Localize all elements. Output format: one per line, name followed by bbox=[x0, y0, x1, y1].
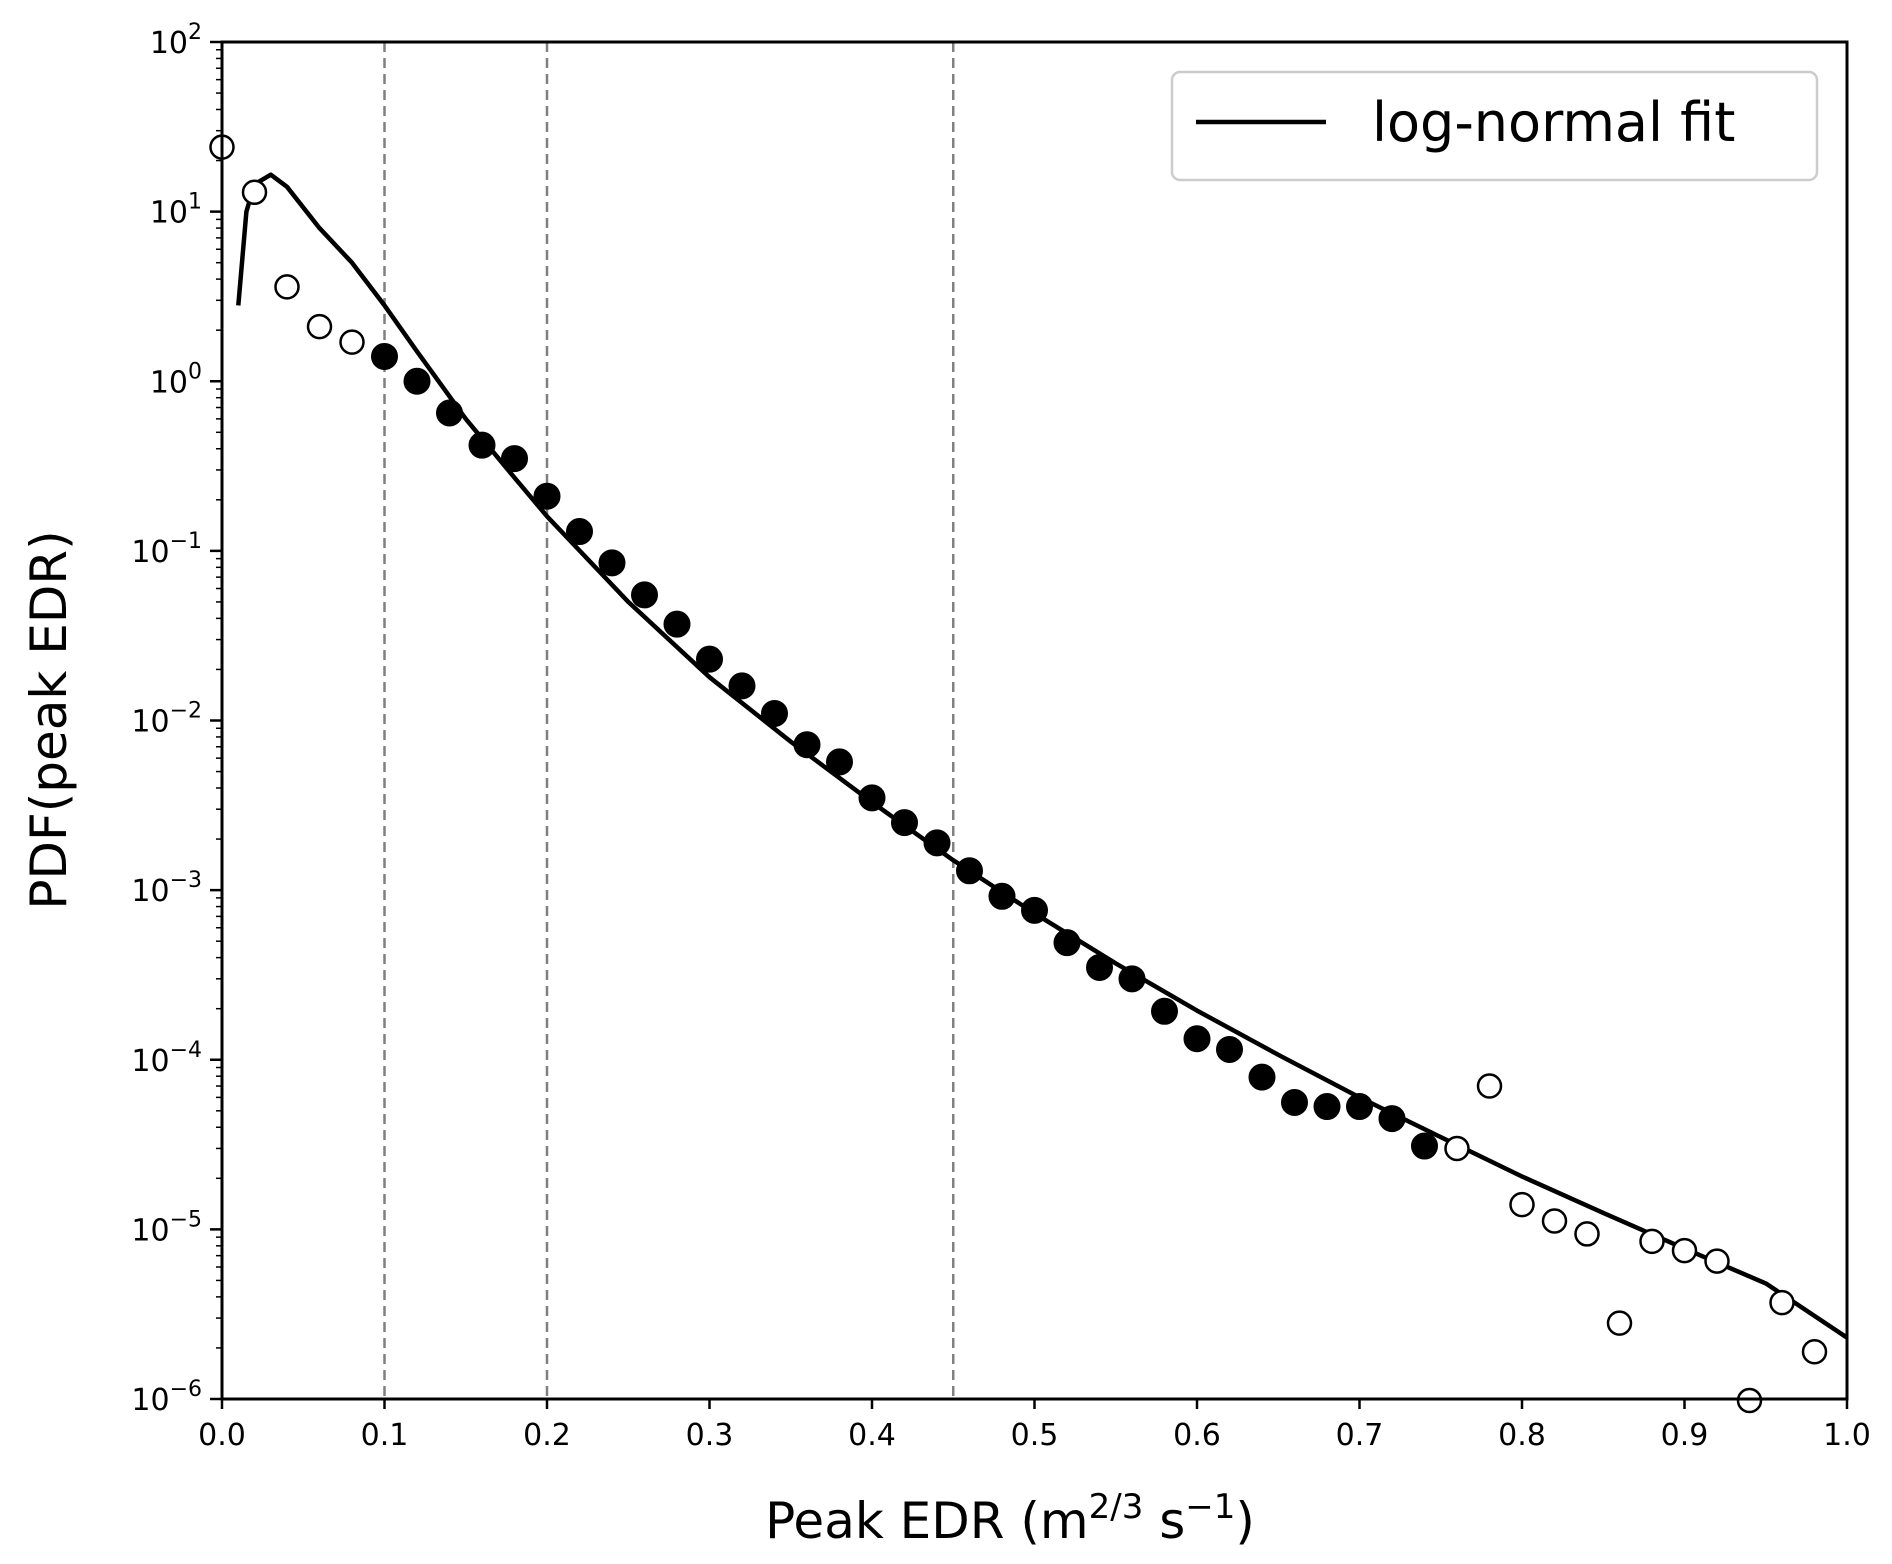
y-axis-label: PDF(peak EDR) bbox=[20, 530, 78, 909]
filled-point bbox=[436, 399, 463, 427]
filled-point bbox=[598, 549, 626, 577]
legend: log-normal fit bbox=[1170, 70, 1819, 182]
filled-point bbox=[1313, 1093, 1341, 1121]
filled-point bbox=[566, 518, 593, 546]
filled-point bbox=[631, 581, 658, 609]
filled-point bbox=[1216, 1035, 1243, 1063]
open-point bbox=[241, 179, 268, 206]
open-point bbox=[274, 274, 300, 300]
filled-point bbox=[1118, 965, 1146, 993]
open-point bbox=[1639, 1228, 1665, 1255]
filled-point bbox=[1086, 953, 1113, 981]
filled-point bbox=[468, 431, 496, 459]
threshold-lines bbox=[383, 42, 955, 1399]
y-ticks: 10−6 10−5 10−4 10−3 10−2 10−1 100 101 102 bbox=[131, 20, 222, 1418]
open-point bbox=[1541, 1208, 1568, 1234]
legend-box bbox=[1170, 70, 1819, 182]
filled-point bbox=[793, 731, 821, 759]
y-tick-label: 101 bbox=[150, 190, 202, 231]
y-tick-label: 10−1 bbox=[131, 529, 202, 570]
x-tick-label: 0.5 bbox=[1011, 1418, 1059, 1453]
x-ticks: 0.0 0.1 0.2 0.3 0.4 0.5 0.6 0.7 0.8 0.9 1.0 bbox=[198, 1399, 1871, 1453]
x-tick-label: 0.7 bbox=[1336, 1418, 1384, 1453]
x-axis-label: Peak EDR (m2/3 s−1) bbox=[765, 1487, 1255, 1550]
open-point bbox=[1476, 1073, 1503, 1099]
filled-point bbox=[403, 367, 431, 395]
filled-point bbox=[728, 672, 756, 700]
filled-point bbox=[891, 809, 918, 837]
open-point bbox=[339, 329, 365, 355]
open-point bbox=[1769, 1289, 1795, 1316]
filled-point bbox=[1346, 1093, 1373, 1121]
filled-point bbox=[1183, 1025, 1211, 1053]
x-tick-label: 0.3 bbox=[686, 1418, 734, 1453]
y-tick-label: 10−2 bbox=[131, 699, 202, 740]
open-point bbox=[306, 313, 333, 340]
open-point bbox=[1801, 1338, 1828, 1365]
y-tick-label: 10−3 bbox=[131, 868, 202, 909]
y-tick-label: 102 bbox=[150, 20, 202, 61]
y-tick-label: 100 bbox=[150, 359, 202, 400]
filled-point bbox=[1248, 1063, 1276, 1091]
fit-layer bbox=[236, 172, 1849, 1340]
y-tick-label: 10−6 bbox=[131, 1377, 202, 1418]
filled-point bbox=[923, 829, 951, 857]
filled-point bbox=[533, 482, 561, 510]
filled-point bbox=[371, 342, 398, 370]
filled-point bbox=[761, 699, 788, 727]
open-point bbox=[1509, 1191, 1535, 1218]
data-points bbox=[209, 134, 1828, 1414]
x-tick-label: 0.8 bbox=[1498, 1418, 1546, 1453]
filled-point bbox=[1378, 1105, 1406, 1133]
x-tick-label: 0.6 bbox=[1173, 1418, 1221, 1453]
filled-point bbox=[663, 610, 691, 638]
open-point bbox=[1671, 1237, 1698, 1264]
x-tick-label: 0.9 bbox=[1661, 1418, 1709, 1453]
open-point bbox=[1704, 1248, 1730, 1274]
open-point bbox=[1606, 1310, 1633, 1336]
filled-point bbox=[1021, 896, 1048, 924]
legend-label: log-normal fit bbox=[1372, 91, 1735, 154]
x-tick-label: 0.1 bbox=[361, 1418, 409, 1453]
filled-point bbox=[826, 748, 853, 776]
x-tick-label: 0.4 bbox=[848, 1418, 896, 1453]
x-tick-label: 0.0 bbox=[198, 1418, 246, 1453]
filled-point bbox=[1053, 929, 1081, 957]
filled-point bbox=[1151, 997, 1178, 1025]
filled-point bbox=[956, 857, 983, 885]
y-tick-label: 10−5 bbox=[131, 1207, 202, 1248]
filled-point bbox=[696, 645, 723, 673]
x-tick-label: 0.2 bbox=[523, 1418, 571, 1453]
filled-point bbox=[1411, 1132, 1438, 1160]
open-point bbox=[1444, 1135, 1470, 1162]
fit-curve bbox=[236, 172, 1849, 1340]
filled-point bbox=[988, 882, 1016, 910]
filled-point bbox=[501, 445, 528, 473]
filled-point bbox=[858, 784, 886, 812]
x-tick-label: 1.0 bbox=[1823, 1418, 1871, 1453]
filled-point bbox=[1281, 1088, 1308, 1116]
y-tick-label: 10−4 bbox=[131, 1038, 202, 1079]
open-point bbox=[1574, 1221, 1600, 1247]
